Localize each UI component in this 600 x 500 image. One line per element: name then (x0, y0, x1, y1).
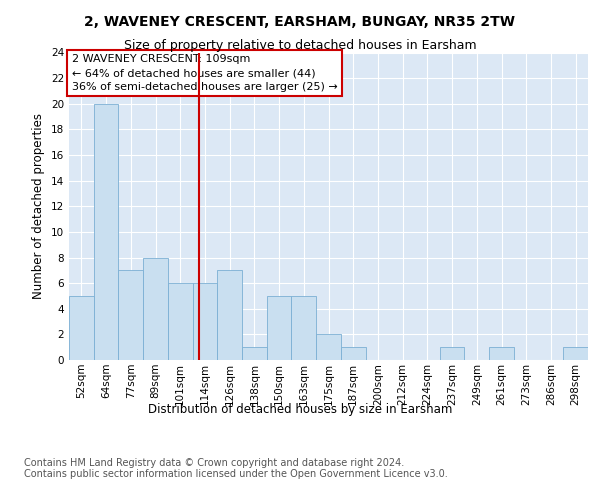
Text: Size of property relative to detached houses in Earsham: Size of property relative to detached ho… (124, 39, 476, 52)
Bar (242, 347, 267, 360)
Text: Contains HM Land Registry data © Crown copyright and database right 2024.
Contai: Contains HM Land Registry data © Crown c… (24, 458, 448, 479)
Bar (193, 283, 217, 360)
Bar (341, 347, 365, 360)
Bar (489, 347, 514, 360)
Text: Distribution of detached houses by size in Earsham: Distribution of detached houses by size … (148, 402, 452, 415)
Y-axis label: Number of detached properties: Number of detached properties (32, 114, 46, 299)
Bar (118, 270, 143, 360)
Bar (316, 334, 341, 360)
Bar (563, 347, 588, 360)
Bar (292, 296, 316, 360)
Text: 2 WAVENEY CRESCENT: 109sqm
← 64% of detached houses are smaller (44)
36% of semi: 2 WAVENEY CRESCENT: 109sqm ← 64% of deta… (71, 54, 337, 92)
Bar (143, 258, 168, 360)
Bar (267, 296, 292, 360)
Bar (168, 283, 193, 360)
Bar (217, 270, 242, 360)
Bar (94, 104, 118, 360)
Bar (440, 347, 464, 360)
Text: 2, WAVENEY CRESCENT, EARSHAM, BUNGAY, NR35 2TW: 2, WAVENEY CRESCENT, EARSHAM, BUNGAY, NR… (85, 15, 515, 29)
Bar (69, 296, 94, 360)
